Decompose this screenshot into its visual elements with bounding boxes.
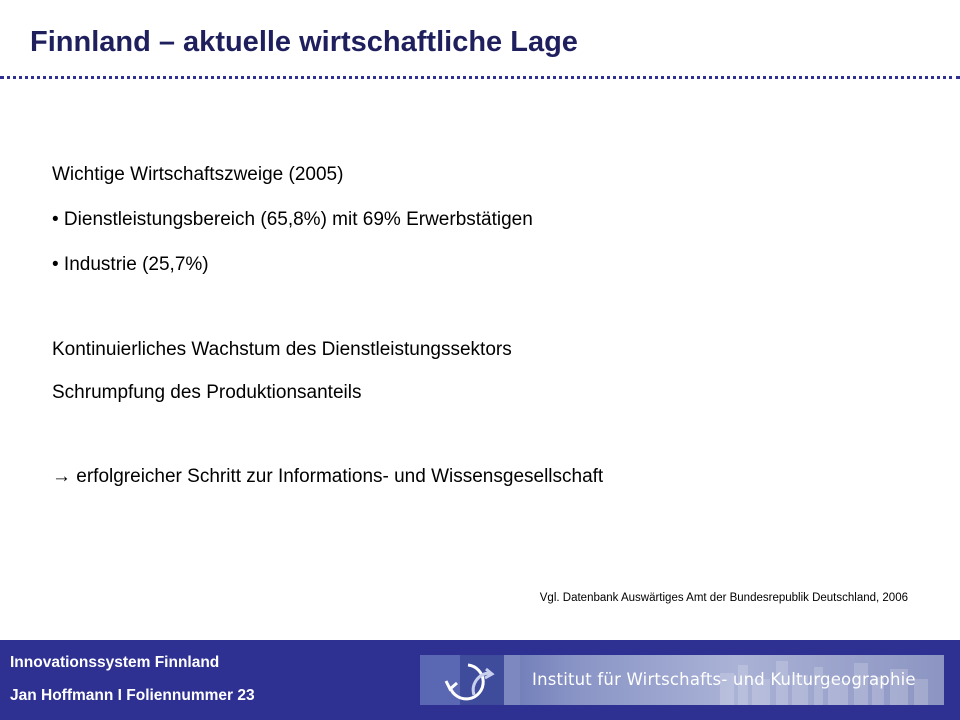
trend-production-shrink: Schrumpfung des Produktionsanteils xyxy=(52,382,362,403)
footer-topic: Innovationssystem Finnland xyxy=(10,654,220,671)
institute-name: Institut für Wirtschafts- und Kulturgeog… xyxy=(532,670,916,689)
trend-growth-services: Kontinuierliches Wachstum des Dienstleis… xyxy=(52,339,512,360)
conclusion-line: → erfolgreicher Schritt zur Informations… xyxy=(52,466,604,487)
institute-logo-icon xyxy=(420,655,520,705)
bullet-industry: • Industrie (25,7%) xyxy=(52,254,209,275)
institute-banner: Institut für Wirtschafts- und Kulturgeog… xyxy=(420,655,944,705)
section-heading: Wichtige Wirtschaftszweige (2005) xyxy=(52,164,344,185)
slide-title: Finnland – aktuelle wirtschaftliche Lage xyxy=(30,26,578,58)
source-citation: Vgl. Datenbank Auswärtiges Amt der Bunde… xyxy=(539,592,908,604)
title-dotted-divider xyxy=(0,76,960,79)
footer-author-slide-number: Jan Hoffmann I Foliennummer 23 xyxy=(10,687,255,704)
bullet-services: • Dienstleistungsbereich (65,8%) mit 69%… xyxy=(52,209,533,230)
